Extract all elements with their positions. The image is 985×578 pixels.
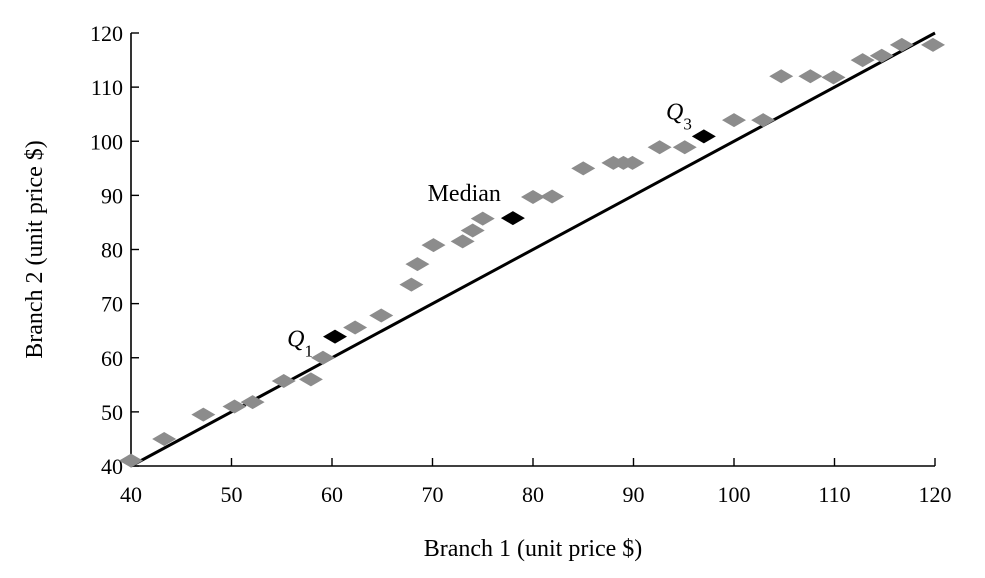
data-point (119, 453, 143, 468)
data-point (521, 189, 545, 204)
x-tick-label: 100 (718, 482, 751, 507)
data-point (240, 395, 265, 410)
x-tick-label: 40 (120, 482, 142, 507)
y-tick-label: 120 (90, 21, 123, 46)
data-point (798, 69, 823, 84)
data-point (470, 211, 495, 226)
x-tick-label: 90 (623, 482, 645, 507)
quartile-point (500, 211, 525, 226)
data-point (850, 53, 875, 68)
data-point (399, 277, 424, 292)
x-tick-label: 80 (522, 482, 544, 507)
annotations: Q1 Median Q3 (287, 99, 692, 360)
y-tick-label: 90 (101, 183, 123, 208)
x-tick-label: 70 (422, 482, 444, 507)
y-tick-label: 110 (91, 75, 123, 100)
x-axis-title: Branch 1 (unit price $) (424, 536, 643, 562)
data-point (450, 234, 475, 249)
data-point (271, 374, 296, 389)
data-point (920, 37, 945, 52)
data-point (460, 223, 485, 238)
data-point (540, 189, 565, 204)
data-point (672, 140, 697, 155)
data-point (751, 113, 776, 128)
data-point (869, 48, 894, 63)
x-ticks: 40 50 60 70 80 90 100 110 120 (120, 458, 952, 507)
data-point (769, 69, 794, 84)
data-point (571, 161, 596, 176)
annotation-label: Q1 (287, 327, 313, 361)
annotation-label: Median (428, 181, 501, 207)
x-tick-label: 60 (321, 482, 343, 507)
data-point (152, 431, 177, 446)
y-axis-title: Branch 2 (unit price $) (22, 140, 48, 359)
data-point (222, 399, 247, 414)
reference-line (130, 31, 936, 468)
data-point (343, 320, 368, 335)
data-point (369, 308, 394, 323)
y-tick-label: 60 (101, 346, 123, 371)
y-tick-label: 50 (101, 400, 123, 425)
y-tick-label: 80 (101, 238, 123, 263)
data-point (298, 372, 323, 387)
data-point (647, 140, 672, 155)
y-tick-label: 100 (90, 129, 123, 154)
x-tick-label: 50 (221, 482, 243, 507)
quartile-point (691, 129, 716, 144)
data-point (191, 407, 216, 422)
x-tick-label: 120 (919, 482, 952, 507)
data-point (722, 113, 746, 128)
data-point (889, 37, 914, 52)
y-tick-label: 70 (101, 292, 123, 317)
y-ticks: 40 50 60 70 80 90 100 110 120 (90, 21, 139, 479)
data-point (310, 350, 335, 365)
data-point (620, 155, 645, 170)
data-point (421, 238, 446, 253)
x-tick-label: 110 (818, 482, 850, 507)
data-point (821, 70, 846, 85)
data-point (405, 257, 430, 272)
data-points (119, 37, 945, 468)
quartile-point (323, 329, 348, 344)
plot-area: 40 50 60 70 80 90 100 110 120 40 50 60 70 80 90 100 110… (90, 21, 952, 507)
annotation-label: Q3 (666, 99, 692, 133)
y-tick-label: 40 (101, 454, 123, 479)
